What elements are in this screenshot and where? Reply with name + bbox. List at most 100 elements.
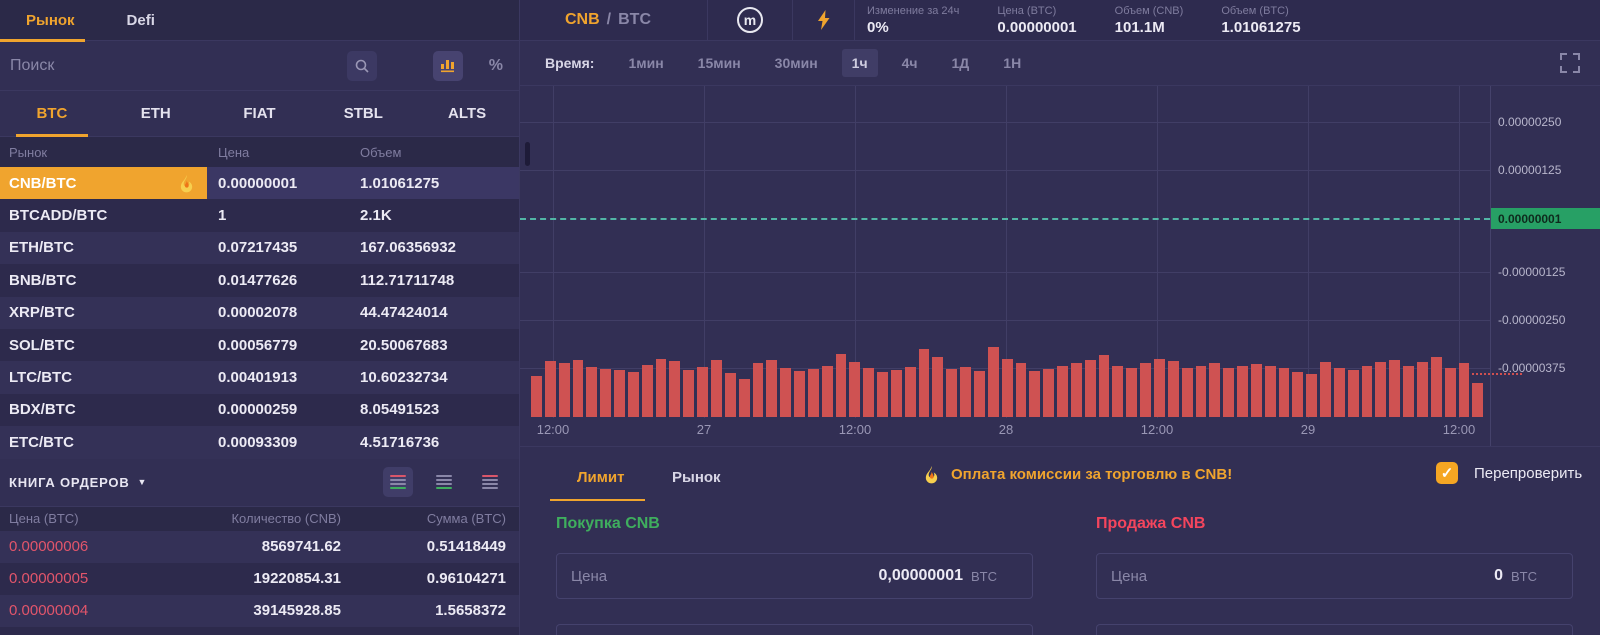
interval-1d[interactable]: 1Д: [951, 55, 970, 71]
order-book-title[interactable]: КНИГА ОРДЕРОВ: [9, 474, 130, 490]
y-tick: 0.00000250: [1498, 115, 1562, 129]
volume-bar: [1361, 366, 1373, 417]
table-row[interactable]: SOL/BTC 0.00056779 20.50067683: [0, 328, 519, 362]
commission-notice[interactable]: Оплата комиссии за торговлю в CNB!: [923, 465, 1232, 484]
interval-15min[interactable]: 15мин: [697, 55, 741, 71]
buy-amount-input-partial[interactable]: [556, 624, 1033, 635]
order-book-row[interactable]: 0.00000006 8569741.62 0.51418449: [0, 530, 519, 563]
buy-title: Покупка CNB: [556, 515, 660, 532]
lightning-icon: [817, 10, 831, 30]
table-row[interactable]: BTCADD/BTC 1 2.1K: [0, 199, 519, 232]
currency-tabs: BTC ETH FIAT STBL ALTS: [0, 91, 519, 137]
table-row[interactable]: XRP/BTC 0.00002078 44.47424014: [0, 296, 519, 329]
tab-alts[interactable]: ALTS: [448, 105, 487, 122]
tab-btc[interactable]: BTC: [0, 91, 104, 137]
table-row[interactable]: ETH/BTC 0.07217435 167.06356932: [0, 231, 519, 265]
chart-panel: CNB / BTC m Изменение за 24ч 0% Цена (BT…: [520, 0, 1600, 635]
buy-price-input[interactable]: Цена 0,00000001 BTC: [556, 553, 1033, 599]
col-price: Цена: [218, 144, 250, 160]
sell-amount-input-partial[interactable]: [1096, 624, 1573, 635]
volume-bar: [1237, 366, 1248, 417]
volume-bar: [1320, 362, 1331, 417]
fullscreen-button[interactable]: [1560, 53, 1580, 73]
view-both-sides-button[interactable]: [383, 467, 413, 498]
tab-market[interactable]: Рынок: [0, 0, 101, 42]
volume-bar: [1458, 363, 1470, 417]
volume-bar: [974, 371, 985, 417]
volume-bar: [738, 379, 750, 417]
table-row[interactable]: ETC/BTC 0.00093309 4.51716736: [0, 426, 519, 459]
order-book-row[interactable]: 0.00000004 39145928.85 1.5658372: [0, 594, 519, 627]
volume-bar: [807, 369, 819, 417]
tab-stbl[interactable]: STBL: [343, 105, 383, 122]
x-tick: 28: [998, 422, 1014, 437]
table-row[interactable]: CNB/BTC 0.00000001 1.01061275: [0, 167, 519, 200]
stat-volume-cnb: Объем (CNB) 101.1M: [1114, 4, 1184, 36]
gridline-v: [1006, 86, 1007, 418]
recheck-label[interactable]: Перепроверить: [1474, 464, 1583, 482]
pair-stats: Изменение за 24ч 0% Цена (BTC) 0.0000000…: [855, 5, 1301, 36]
interval-1w[interactable]: 1Н: [1003, 55, 1022, 71]
table-row[interactable]: BDX/BTC 0.00000259 8.05491523: [0, 393, 519, 427]
tab-market-order[interactable]: Рынок: [672, 469, 721, 486]
volume-bar: [572, 360, 584, 417]
interval-1min[interactable]: 1мин: [628, 55, 664, 71]
chevron-down-icon[interactable]: ▼: [137, 477, 147, 488]
search-input[interactable]: [10, 56, 347, 75]
stat-change-24h: Изменение за 24ч 0%: [867, 4, 960, 36]
order-book-row[interactable]: 0.00000005 19220854.31 0.96104271: [0, 562, 519, 595]
interval-4h[interactable]: 4ч: [901, 55, 918, 71]
pair-separator: /: [606, 11, 612, 28]
pair-label: CNB/BTC: [9, 174, 77, 192]
col-market: Рынок: [9, 144, 48, 160]
interval-30min[interactable]: 30мин: [774, 55, 818, 71]
time-label: Время:: [545, 55, 595, 71]
x-tick: 12:00: [536, 422, 570, 437]
volume-indicator-line: [1472, 373, 1522, 375]
volume-bar: [794, 371, 805, 417]
volume-bar: [586, 367, 598, 417]
percent-view-toggle[interactable]: %: [488, 56, 503, 74]
interval-1h[interactable]: 1ч: [841, 49, 878, 77]
table-row[interactable]: LTC/BTC 0.00401913 10.60232734: [0, 361, 519, 394]
recheck-checkbox[interactable]: ✓: [1436, 462, 1458, 484]
table-row[interactable]: BNB/BTC 0.01477626 112.71711748: [0, 264, 519, 297]
volume-bar: [766, 360, 778, 417]
left-panel: Рынок Defi % BTC ETH FIAT STBL ALTS: [0, 0, 520, 635]
coinmarketcap-segment: m: [708, 0, 793, 40]
sell-price-input[interactable]: Цена 0 BTC: [1096, 553, 1573, 599]
volume-bar: [1264, 366, 1276, 417]
volume-bar: [1181, 368, 1193, 417]
tab-defi[interactable]: Defi: [126, 11, 155, 29]
quick-trade-segment[interactable]: [793, 0, 855, 40]
volume-bar: [641, 365, 653, 417]
volume-bar: [1223, 368, 1235, 417]
tab-eth[interactable]: ETH: [140, 105, 171, 122]
pair-quote: BTC: [618, 11, 652, 28]
x-tick: 12:00: [838, 422, 872, 437]
tab-limit[interactable]: Лимит: [577, 469, 625, 486]
chart-scrollbar-thumb[interactable]: [525, 142, 530, 166]
volume-bar: [1417, 362, 1428, 417]
volume-bar: [669, 361, 681, 417]
volume-bar: [614, 370, 625, 417]
volume-bar: [1389, 360, 1401, 417]
order-book-rows: 0.00000006 8569741.62 0.51418449 0.00000…: [0, 530, 519, 635]
view-sells-button[interactable]: [475, 467, 505, 497]
fire-icon: [178, 174, 195, 193]
view-buys-button[interactable]: [429, 467, 459, 497]
search-button[interactable]: [346, 50, 377, 81]
tab-fiat[interactable]: FIAT: [243, 105, 276, 122]
pair-volume: 1.01061275: [360, 174, 440, 192]
coinmarketcap-icon[interactable]: m: [737, 7, 763, 33]
volume-bar: [1278, 368, 1290, 417]
price-chart[interactable]: 12:00 27 12:00 28 12:00 29 12:00 0.00000…: [520, 86, 1600, 447]
order-book-row-partial: [0, 626, 519, 635]
volume-view-button[interactable]: [432, 50, 463, 81]
volume-bar: [544, 361, 556, 417]
order-book-columns: Цена (BTC) Количество (CNB) Сумма (BTC): [0, 506, 519, 531]
volume-bar: [1126, 368, 1138, 417]
x-tick: 27: [696, 422, 712, 437]
sell-title: Продажа CNB: [1096, 515, 1206, 532]
volume-bar: [904, 367, 916, 417]
